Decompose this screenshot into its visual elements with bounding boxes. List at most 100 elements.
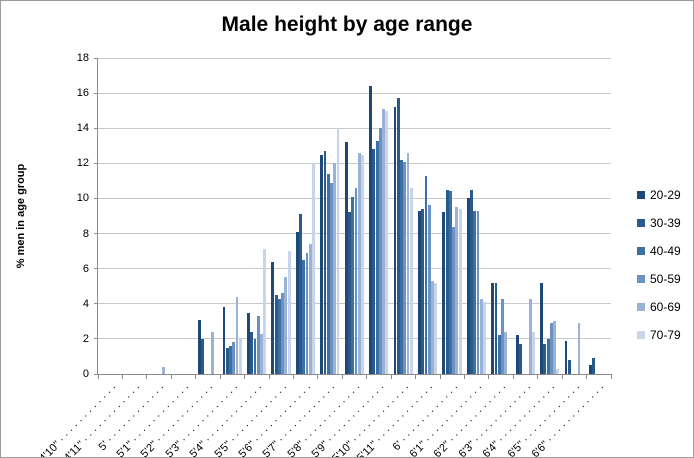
bar-20-29-59[interactable] (369, 86, 372, 374)
bar-20-29-54[interactable] (247, 312, 250, 374)
bar-20-29-52[interactable] (198, 319, 201, 374)
bar-30-39-64[interactable] (543, 344, 547, 374)
bar-50-59-55[interactable] (281, 293, 285, 374)
bar-60-69-56[interactable] (308, 244, 312, 374)
bar-20-29-55[interactable] (271, 261, 275, 374)
bar-60-69-63[interactable] (528, 298, 532, 374)
bar-30-39-6[interactable] (445, 189, 449, 374)
y-tick-label: 2 (82, 332, 89, 345)
bar-30-39-511[interactable] (421, 208, 425, 374)
bar-60-69-58[interactable] (357, 152, 361, 374)
bar-70-79-510[interactable] (409, 187, 413, 374)
bar-30-39-58[interactable] (347, 212, 351, 374)
bar-20-29-61[interactable] (466, 198, 470, 374)
bar-70-79-56[interactable] (312, 163, 315, 374)
y-tick-label: 4 (82, 297, 89, 310)
bar-60-69-65[interactable] (577, 323, 581, 374)
bar-30-39-510[interactable] (396, 98, 400, 374)
bar-20-29-56[interactable] (295, 231, 299, 374)
bar-40-49-62[interactable] (497, 335, 501, 374)
bar-20-29-66[interactable] (589, 365, 592, 374)
bar-30-39-54[interactable] (250, 331, 254, 374)
bar-30-39-63[interactable] (518, 344, 522, 374)
bar-60-69-511[interactable] (431, 280, 434, 374)
bar-30-39-56[interactable] (299, 214, 302, 374)
bar-40-49-64[interactable] (546, 338, 550, 374)
bar-60-69-510[interactable] (406, 152, 410, 374)
bar-60-69-54[interactable] (260, 333, 263, 374)
bar-60-69-59[interactable] (382, 108, 386, 374)
bar-20-29-62[interactable] (491, 282, 495, 374)
legend-item-50-59[interactable]: 50-59 (637, 265, 681, 293)
bar-70-79-55[interactable] (287, 251, 291, 374)
legend-item-60-69[interactable]: 60-69 (637, 293, 681, 321)
bar-50-59-56[interactable] (305, 252, 309, 374)
bar-60-69-5[interactable] (162, 366, 166, 374)
bar-20-29-511[interactable] (418, 210, 421, 374)
bar-70-79-61[interactable] (483, 302, 486, 374)
bar-60-69-55[interactable] (284, 277, 288, 374)
bar-70-79-511[interactable] (434, 282, 438, 374)
bar-40-49-55[interactable] (277, 298, 281, 374)
bar-30-39-57[interactable] (323, 151, 327, 374)
bar-30-39-66[interactable] (592, 358, 596, 374)
bar-50-59-511[interactable] (427, 205, 431, 374)
legend-item-30-39[interactable]: 30-39 (637, 209, 681, 237)
bar-30-39-59[interactable] (372, 149, 376, 374)
bar-40-49-54[interactable] (253, 338, 257, 374)
bar-40-49-53[interactable] (229, 345, 232, 374)
bar-30-39-55[interactable] (274, 295, 278, 374)
bar-30-39-53[interactable] (225, 347, 229, 374)
bar-70-79-6[interactable] (458, 208, 462, 374)
bar-60-69-61[interactable] (479, 298, 483, 374)
bar-40-49-510[interactable] (400, 159, 403, 374)
y-tick-label: 8 (82, 227, 89, 240)
bar-20-29-57[interactable] (320, 154, 324, 374)
bar-50-59-6[interactable] (452, 226, 456, 374)
bar-70-79-54[interactable] (263, 249, 267, 374)
bar-50-59-62[interactable] (501, 298, 504, 374)
bar-70-79-53[interactable] (238, 338, 242, 374)
bar-20-29-53[interactable] (222, 307, 226, 374)
bar-50-59-58[interactable] (354, 187, 358, 374)
bar-50-59-61[interactable] (476, 210, 480, 374)
bar-50-59-57[interactable] (330, 182, 333, 374)
bar-50-59-510[interactable] (403, 161, 407, 374)
bar-30-39-61[interactable] (470, 189, 473, 374)
bar-70-79-58[interactable] (361, 154, 364, 374)
bar-50-59-64[interactable] (549, 323, 553, 374)
bar-60-69-52[interactable] (211, 331, 215, 374)
bar-60-69-6[interactable] (455, 207, 459, 374)
bar-40-49-57[interactable] (326, 173, 330, 374)
bar-40-49-6[interactable] (448, 191, 452, 374)
bar-60-69-62[interactable] (504, 331, 508, 374)
bar-60-69-53[interactable] (235, 296, 239, 374)
bar-70-79-59[interactable] (385, 110, 389, 374)
legend-item-40-49[interactable]: 40-49 (637, 237, 681, 265)
legend-item-70-79[interactable]: 70-79 (637, 321, 681, 349)
legend-item-20-29[interactable]: 20-29 (637, 181, 681, 209)
bar-20-29-65[interactable] (564, 340, 568, 374)
bar-20-29-6[interactable] (442, 212, 446, 374)
bar-20-29-64[interactable] (540, 282, 543, 374)
bar-30-39-52[interactable] (201, 338, 205, 374)
bar-60-69-57[interactable] (333, 163, 337, 374)
bar-30-39-62[interactable] (494, 282, 498, 374)
bar-50-59-59[interactable] (378, 128, 382, 374)
bar-20-29-510[interactable] (393, 107, 397, 374)
bar-70-79-57[interactable] (336, 128, 340, 374)
bar-40-49-56[interactable] (302, 259, 306, 374)
bar-60-69-64[interactable] (553, 321, 557, 374)
bar-30-39-65[interactable] (567, 359, 571, 374)
bar-50-59-54[interactable] (256, 316, 260, 374)
bar-40-49-58[interactable] (351, 196, 355, 374)
bar-20-29-63[interactable] (515, 335, 519, 374)
bar-40-49-61[interactable] (473, 210, 477, 374)
bar-20-29-58[interactable] (344, 142, 348, 374)
bar-40-49-59[interactable] (375, 140, 379, 374)
bar-50-59-53[interactable] (232, 342, 236, 374)
bar-70-79-63[interactable] (532, 331, 535, 374)
bar-70-79-64[interactable] (556, 368, 560, 374)
bar-40-49-511[interactable] (424, 175, 428, 374)
y-axis-tick (94, 162, 98, 164)
